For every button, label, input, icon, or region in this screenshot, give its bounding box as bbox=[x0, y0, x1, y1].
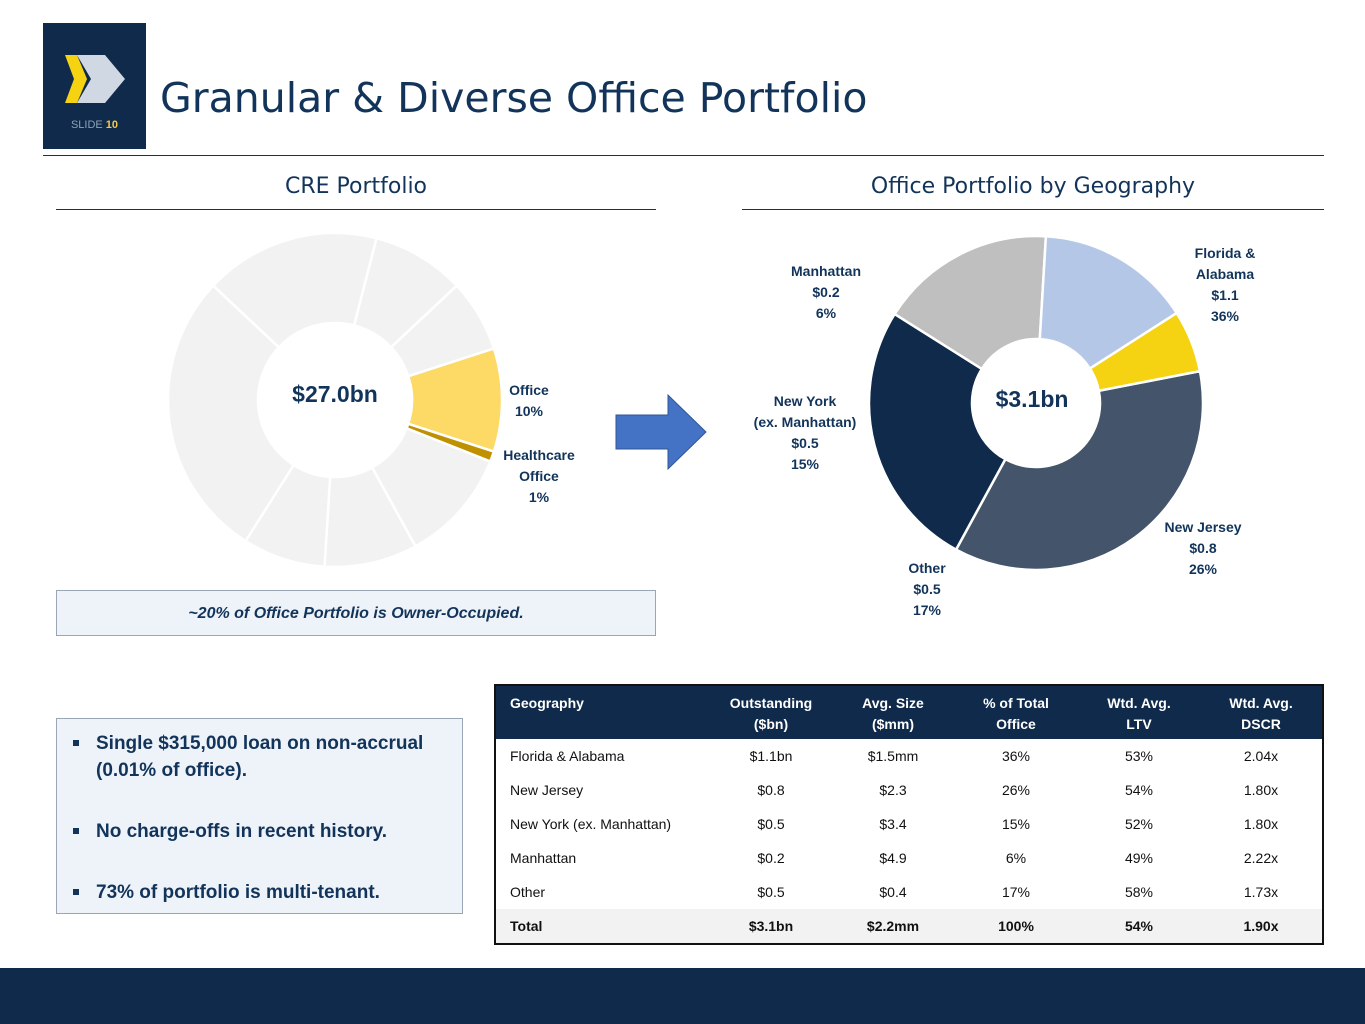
table-cell: $0.5 bbox=[757, 884, 785, 900]
geo-label-manhattan: Manhattan $0.2 6% bbox=[791, 263, 861, 321]
company-logo: SLIDE 10 bbox=[43, 23, 146, 149]
geography-donut-chart bbox=[867, 234, 1205, 572]
table-row: Other $0.5 $0.4 17% 58% 1.73x bbox=[495, 875, 1323, 909]
table-cell: 1.80x bbox=[1243, 782, 1279, 798]
table-cell: 15% bbox=[1001, 816, 1031, 832]
cre-healthcare-office-label: Healthcare Office 1% bbox=[503, 447, 575, 505]
geo-label-other: Other $0.5 17% bbox=[908, 560, 946, 618]
table-cell: $3.4 bbox=[879, 816, 907, 832]
geo-label-new-jersey: New Jersey $0.8 26% bbox=[1164, 519, 1242, 577]
right-arrow-icon bbox=[615, 393, 707, 471]
table-cell: Florida & Alabama bbox=[510, 748, 625, 764]
table-cell: 2.22x bbox=[1243, 850, 1279, 866]
owner-occupied-note: ~20% of Office Portfolio is Owner-Occupi… bbox=[56, 590, 656, 636]
bullet-square-icon bbox=[73, 828, 79, 834]
table-cell: 6% bbox=[1005, 850, 1027, 866]
logo-chevron-icon bbox=[65, 55, 125, 103]
bullet-item: Single $315,000 loan on non-accrual (0.0… bbox=[73, 730, 443, 784]
geo-slice-new-jersey bbox=[867, 312, 1008, 552]
bullet-item: No charge-offs in recent history. bbox=[73, 818, 443, 845]
header-geography: Geography bbox=[495, 685, 710, 739]
table-header-row: Geography Outstanding ($bn) Avg. Size ($mm… bbox=[495, 685, 1323, 739]
geography-table: Geography Outstanding ($bn) Avg. Size ($mm… bbox=[494, 684, 1324, 945]
table-cell: 53% bbox=[1124, 748, 1154, 764]
highlights-box: Single $315,000 loan on non-accrual (0.0… bbox=[56, 718, 463, 914]
table-cell: $0.5 bbox=[757, 816, 785, 832]
table-cell: 58% bbox=[1124, 884, 1154, 900]
table-cell: 52% bbox=[1124, 816, 1154, 832]
table-row: New Jersey $0.8 $2.3 26% 54% 1.80x bbox=[495, 773, 1323, 807]
geo-slice-other bbox=[892, 234, 1048, 371]
table-cell: $0.8 bbox=[757, 782, 785, 798]
table-cell: 36% bbox=[1001, 748, 1031, 764]
cre-office-label: Office 10% bbox=[509, 382, 549, 419]
table-cell: Total bbox=[495, 909, 710, 944]
header-avg-size: Avg. Size ($mm) bbox=[832, 685, 954, 739]
header-pct-total: % of Total Office bbox=[954, 685, 1078, 739]
table-row: Florida & Alabama $1.1bn $1.5mm 36% 53% 2.04x bbox=[495, 739, 1323, 773]
table-cell: $0.2 bbox=[757, 850, 785, 866]
cre-donut-chart bbox=[166, 231, 504, 569]
table-cell: 1.80x bbox=[1243, 816, 1279, 832]
table-cell: 26% bbox=[1001, 782, 1031, 798]
table-cell: Other bbox=[510, 884, 546, 900]
cre-total-label: $27.0bn bbox=[292, 381, 378, 407]
table-cell: New Jersey bbox=[510, 782, 584, 798]
footer-bar bbox=[0, 968, 1365, 1024]
geo-section-divider bbox=[742, 209, 1324, 210]
geo-section-title: Office Portfolio by Geography bbox=[870, 174, 1196, 199]
geo-slice-manhattan bbox=[1088, 311, 1202, 393]
table-cell: New York (ex. Manhattan) bbox=[510, 816, 672, 832]
bullet-square-icon bbox=[73, 740, 79, 746]
bullet-item: 73% of portfolio is multi-tenant. bbox=[73, 879, 443, 906]
table-row: New York (ex. Manhattan) $0.5 $3.4 15% 52% 1.… bbox=[495, 807, 1323, 841]
cre-section-title: CRE Portfolio bbox=[284, 174, 428, 199]
table-cell: $3.1bn bbox=[710, 909, 832, 944]
geo-label-new-york: New York (ex. Manhattan) $0.5 15% bbox=[753, 393, 857, 472]
table-cell: $4.9 bbox=[879, 850, 907, 866]
table-cell: $2.3 bbox=[879, 782, 907, 798]
header-wtd-ltv: Wtd. Avg. LTV bbox=[1078, 685, 1200, 739]
geo-total-label: $3.1bn bbox=[995, 386, 1069, 412]
geo-label-florida-alabama: Florida & Alabama $1.1 36% bbox=[1194, 245, 1256, 324]
table-cell: 17% bbox=[1001, 884, 1031, 900]
geo-slice-florida-alabama bbox=[954, 369, 1205, 572]
cre-slice-other-cre-5 bbox=[211, 231, 379, 350]
header-wtd-dscr: Wtd. Avg. DSCR bbox=[1200, 685, 1323, 739]
header-outstanding: Outstanding ($bn) bbox=[710, 685, 832, 739]
cre-slice-other-cre-4 bbox=[166, 283, 296, 543]
table-cell: $1.1bn bbox=[749, 748, 793, 764]
table-cell: 1.73x bbox=[1243, 884, 1279, 900]
table-cell: Manhattan bbox=[510, 850, 577, 866]
table-total-row: Total $3.1bn $2.2mm 100% 54% 1.90x bbox=[495, 909, 1323, 944]
table-cell: $1.5mm bbox=[867, 748, 919, 764]
table-cell: 54% bbox=[1078, 909, 1200, 944]
table-cell: $0.4 bbox=[879, 884, 907, 900]
geo-slice-new-york-ex-manhattan bbox=[1038, 234, 1179, 371]
table-cell: 100% bbox=[954, 909, 1078, 944]
table-cell: 49% bbox=[1124, 850, 1154, 866]
page-title: Granular & Diverse Office Portfolio bbox=[160, 74, 868, 122]
bullet-square-icon bbox=[73, 889, 79, 895]
table-cell: 1.90x bbox=[1200, 909, 1323, 944]
title-divider bbox=[43, 155, 1324, 156]
table-cell: $2.2mm bbox=[832, 909, 954, 944]
slide-number: SLIDE 10 bbox=[70, 119, 119, 131]
table-cell: 54% bbox=[1124, 782, 1154, 798]
cre-section-divider bbox=[56, 209, 656, 210]
table-row: Manhattan $0.2 $4.9 6% 49% 2.22x bbox=[495, 841, 1323, 875]
cre-slice-other-cre-7 bbox=[389, 283, 496, 378]
table-cell: 2.04x bbox=[1243, 748, 1279, 764]
